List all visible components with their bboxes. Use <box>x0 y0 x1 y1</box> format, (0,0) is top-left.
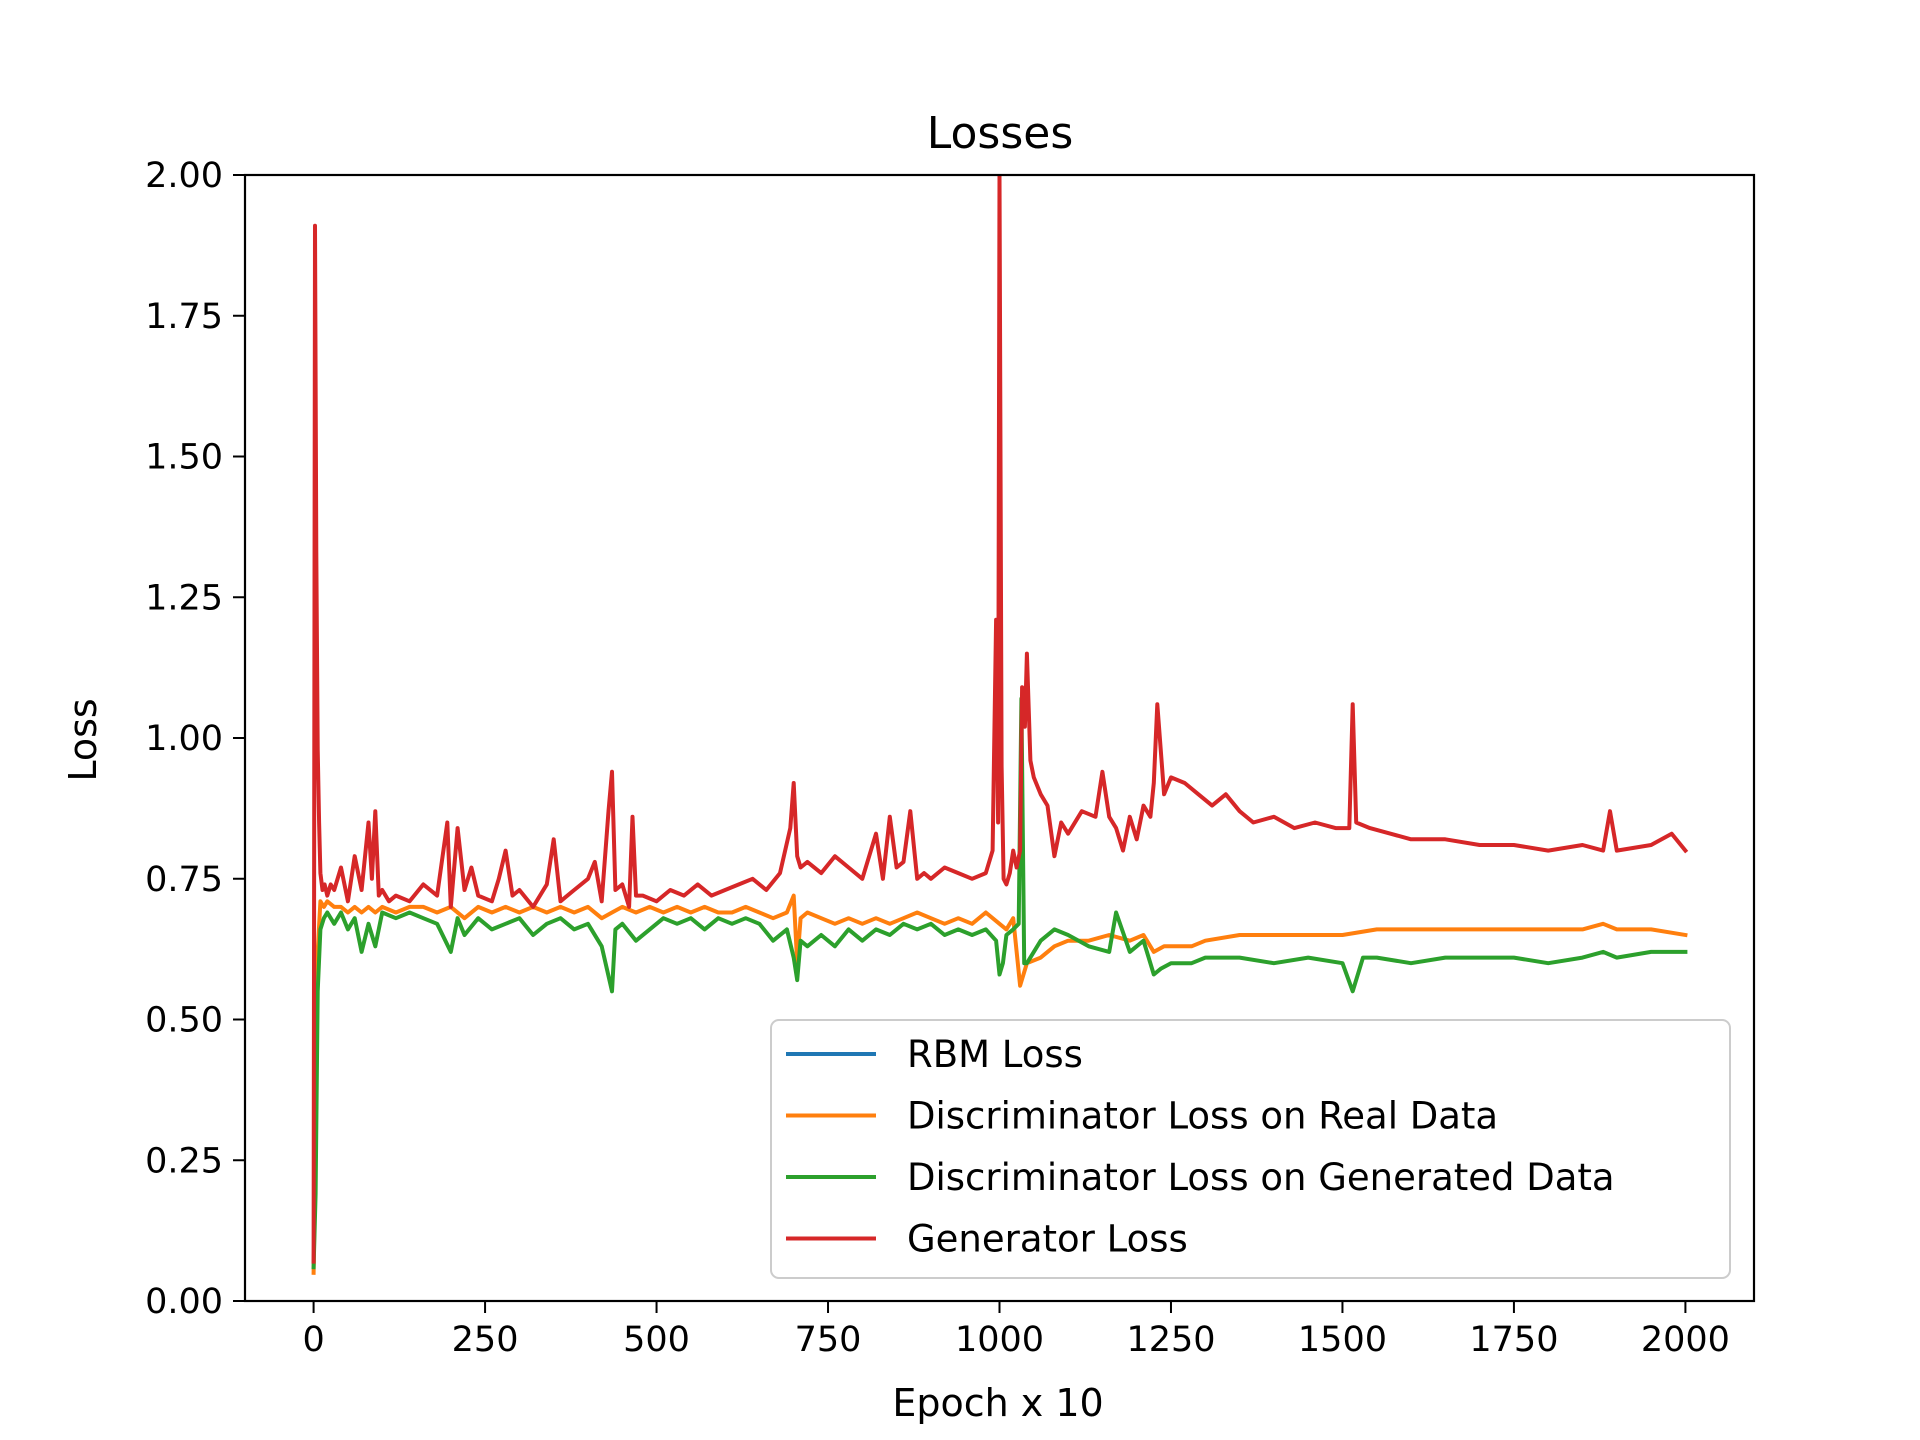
y-tick-label: 1.00 <box>145 719 223 759</box>
y-tick-label: 1.75 <box>145 297 223 337</box>
legend-items: RBM Loss Discriminator Loss on Real Data D… <box>786 1033 1615 1261</box>
x-tick-label: 250 <box>452 1320 519 1360</box>
y-tick-label: 0.00 <box>145 1282 223 1322</box>
legend-box <box>770 1019 1731 1279</box>
legend-label-2: Discriminator Loss on Generated Data <box>907 1156 1615 1199</box>
x-tick-label: 0 <box>302 1320 324 1360</box>
x-tick-label: 1250 <box>1126 1320 1215 1360</box>
y-tick-label: 2.00 <box>145 156 223 196</box>
x-tick-label: 1750 <box>1469 1320 1558 1360</box>
y-axis: 0.00 0.25 0.50 0.75 1.00 1.25 1.50 1.75 2.00 <box>145 156 245 1322</box>
y-tick-label: 0.75 <box>145 860 223 900</box>
y-tick-label: 1.50 <box>145 438 223 478</box>
series-line-2 <box>311 696 1688 1270</box>
series-line-3 <box>311 175 1689 1264</box>
series-line-1 <box>311 893 1688 1275</box>
y-tick-label: 0.50 <box>145 1001 223 1041</box>
x-axis-title: Epoch x 10 <box>892 1381 1103 1425</box>
y-tick-label: 0.25 <box>145 1141 223 1181</box>
x-axis: 0 250 500 750 1000 1250 1500 1750 2000 <box>302 1301 1730 1360</box>
legend-label-1: Discriminator Loss on Real Data <box>907 1095 1498 1138</box>
legend-label-0: RBM Loss <box>907 1033 1083 1076</box>
x-tick-label: 1000 <box>955 1320 1044 1360</box>
y-axis-title: Loss <box>61 698 105 781</box>
x-tick-label: 2000 <box>1641 1320 1730 1360</box>
y-tick-label: 1.25 <box>145 578 223 618</box>
x-tick-label: 1500 <box>1298 1320 1387 1360</box>
legend: RBM Loss Discriminator Loss on Real Data D… <box>770 1019 1731 1279</box>
legend-label-3: Generator Loss <box>907 1218 1188 1261</box>
x-tick-label: 500 <box>623 1320 690 1360</box>
chart-title: Losses <box>927 108 1074 159</box>
series-layer <box>311 175 1689 1275</box>
x-tick-label: 750 <box>795 1320 862 1360</box>
